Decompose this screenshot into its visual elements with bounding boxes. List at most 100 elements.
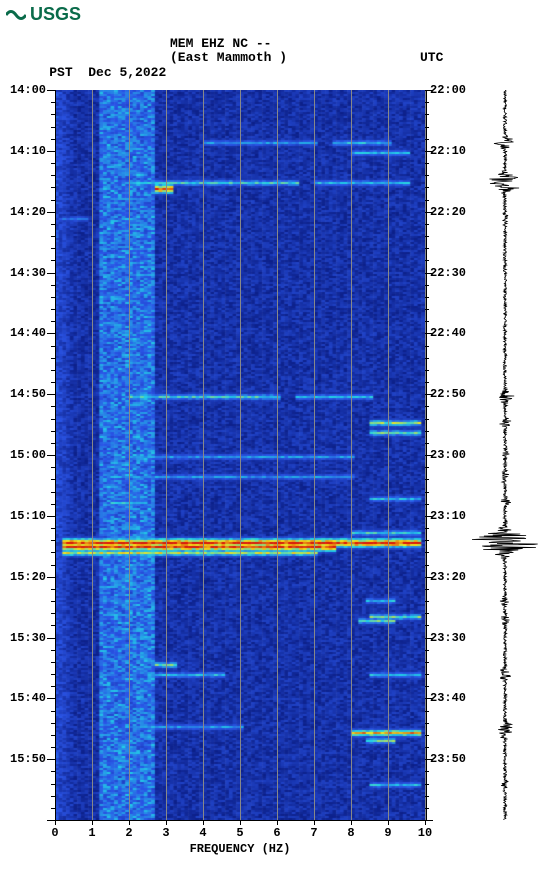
y-tick-mark: [425, 638, 433, 639]
seismogram-waveform: [470, 90, 540, 820]
y-tick-mark: [51, 224, 55, 225]
y-tick-mark: [425, 151, 433, 152]
utc-tick-label: 22:00: [430, 83, 466, 97]
x-tick-label: 3: [162, 826, 169, 840]
y-tick-mark: [51, 796, 55, 797]
y-tick-mark: [425, 759, 433, 760]
y-tick-mark: [51, 601, 55, 602]
x-tick-mark: [129, 820, 130, 825]
y-tick-mark: [51, 735, 55, 736]
y-tick-mark: [425, 784, 429, 785]
y-tick-mark: [425, 163, 429, 164]
x-tick-mark: [55, 820, 56, 825]
station-title: MEM EHZ NC --: [170, 36, 271, 51]
y-tick-mark: [425, 248, 429, 249]
utc-tick-label: 22:30: [430, 266, 466, 280]
utc-axis-labels: 22:0022:1022:2022:3022:4022:5023:0023:10…: [430, 90, 475, 820]
y-tick-mark: [425, 406, 429, 407]
y-tick-mark: [425, 820, 433, 821]
y-tick-mark: [425, 321, 429, 322]
y-tick-mark: [51, 723, 55, 724]
utc-tick-label: 22:10: [430, 144, 466, 158]
y-tick-mark: [51, 114, 55, 115]
y-tick-mark: [51, 747, 55, 748]
y-tick-mark: [51, 625, 55, 626]
x-tick-label: 9: [384, 826, 391, 840]
y-tick-mark: [51, 686, 55, 687]
y-tick-mark: [425, 589, 429, 590]
pst-tick-label: 14:10: [10, 144, 46, 158]
pst-tick-label: 15:10: [10, 509, 46, 523]
waveform-trace: [472, 90, 538, 820]
y-tick-mark: [425, 565, 429, 566]
x-tick-mark: [314, 820, 315, 825]
utc-tick-label: 22:40: [430, 326, 466, 340]
y-tick-mark: [51, 200, 55, 201]
y-tick-mark: [425, 747, 429, 748]
y-tick-mark: [425, 723, 429, 724]
utc-tick-label: 22:50: [430, 387, 466, 401]
y-tick-mark: [425, 601, 429, 602]
y-tick-mark: [51, 346, 55, 347]
x-tick-label: 0: [51, 826, 58, 840]
utc-tick-label: 23:20: [430, 570, 466, 584]
y-tick-mark: [425, 455, 433, 456]
pst-tick-label: 14:30: [10, 266, 46, 280]
y-tick-mark: [51, 479, 55, 480]
y-tick-mark: [51, 163, 55, 164]
y-tick-mark: [47, 759, 55, 760]
y-tick-mark: [51, 236, 55, 237]
y-tick-mark: [47, 820, 55, 821]
y-tick-mark: [51, 528, 55, 529]
utc-tick-label: 23:40: [430, 691, 466, 705]
x-tick-label: 8: [347, 826, 354, 840]
utc-tick-label: 23:00: [430, 448, 466, 462]
y-tick-mark: [47, 577, 55, 578]
x-tick-label: 10: [418, 826, 432, 840]
x-tick-mark: [240, 820, 241, 825]
y-tick-mark: [425, 139, 429, 140]
y-tick-mark: [51, 808, 55, 809]
frequency-axis: FREQUENCY (HZ) 012345678910: [55, 820, 425, 850]
pst-tick-label: 15:50: [10, 752, 46, 766]
pst-tick-label: 14:20: [10, 205, 46, 219]
y-tick-mark: [425, 467, 429, 468]
y-tick-mark: [425, 382, 429, 383]
y-tick-mark: [425, 285, 429, 286]
y-tick-mark: [51, 370, 55, 371]
y-tick-mark: [51, 321, 55, 322]
y-tick-mark: [425, 711, 429, 712]
y-tick-mark: [51, 127, 55, 128]
y-tick-mark: [425, 175, 429, 176]
y-tick-mark: [425, 212, 433, 213]
x-tick-label: 6: [273, 826, 280, 840]
x-tick-label: 2: [125, 826, 132, 840]
spectrogram-plot: [55, 90, 425, 820]
y-tick-mark: [51, 552, 55, 553]
utc-tick-label: 23:30: [430, 631, 466, 645]
utc-tick-label: 23:50: [430, 752, 466, 766]
y-tick-mark: [425, 346, 429, 347]
x-tick-label: 4: [199, 826, 206, 840]
y-tick-mark: [425, 236, 429, 237]
y-tick-mark: [47, 698, 55, 699]
y-tick-mark: [425, 808, 429, 809]
y-tick-mark: [425, 431, 429, 432]
y-tick-mark: [425, 674, 429, 675]
y-tick-mark: [425, 200, 429, 201]
y-tick-mark: [425, 771, 429, 772]
y-tick-mark: [51, 431, 55, 432]
y-tick-mark: [51, 248, 55, 249]
y-tick-mark: [47, 455, 55, 456]
y-tick-mark: [51, 662, 55, 663]
y-tick-mark: [425, 686, 429, 687]
utc-tick-label: 23:10: [430, 509, 466, 523]
pst-tick-label: 15:30: [10, 631, 46, 645]
y-tick-mark: [51, 540, 55, 541]
y-tick-mark: [47, 333, 55, 334]
y-tick-mark: [47, 394, 55, 395]
y-tick-mark: [47, 90, 55, 91]
y-tick-mark: [51, 711, 55, 712]
y-tick-mark: [425, 443, 429, 444]
y-tick-mark: [51, 175, 55, 176]
